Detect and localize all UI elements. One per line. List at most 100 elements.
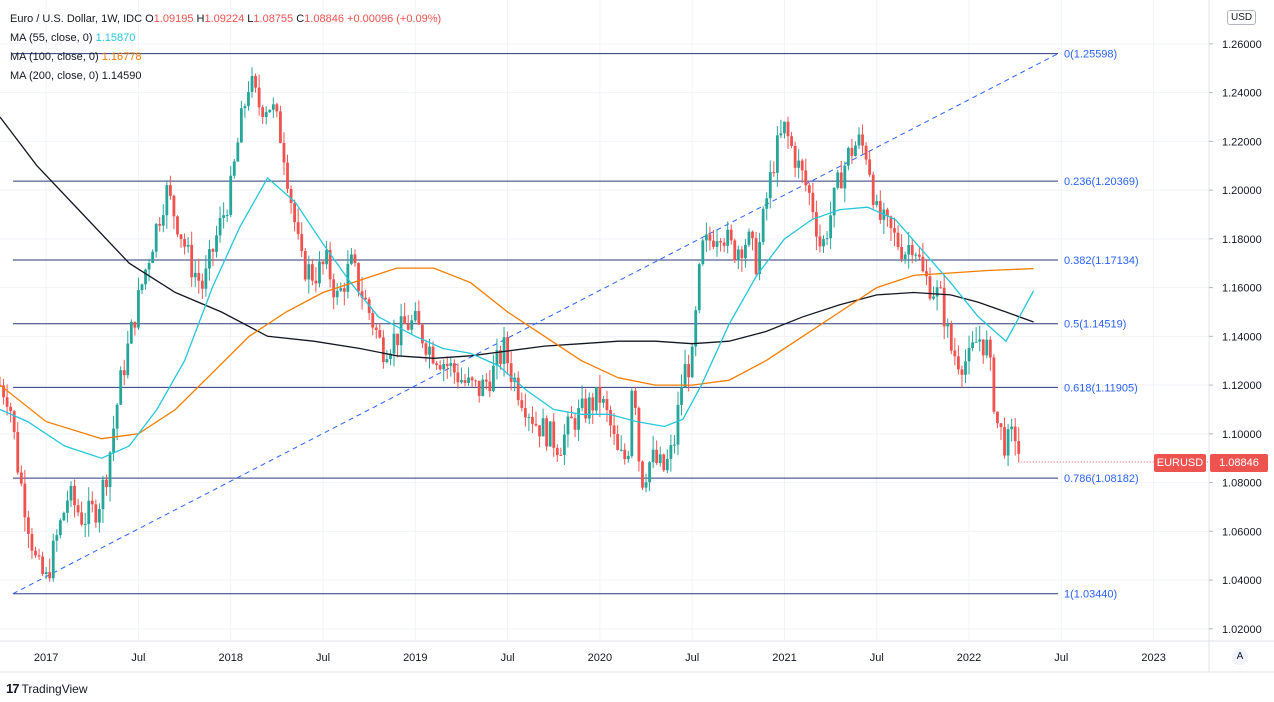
candles[interactable] xyxy=(0,67,1021,582)
currency-badge[interactable]: USD xyxy=(1227,10,1257,25)
candle-body xyxy=(389,353,392,360)
candle xyxy=(119,366,123,406)
candle xyxy=(1013,417,1017,456)
candle xyxy=(293,199,297,232)
candle-body xyxy=(417,311,421,325)
ohlc-close: 1.08846 xyxy=(304,13,344,25)
ma100-label: MA (100, close, 0) xyxy=(10,51,99,63)
candle-body xyxy=(736,249,740,261)
candle-body xyxy=(364,297,368,300)
candle-body xyxy=(949,324,953,351)
candle-body xyxy=(591,397,595,411)
candle xyxy=(775,126,779,187)
ma200-label: MA (200, close, 0) xyxy=(10,70,99,82)
candle-body xyxy=(339,288,343,291)
candle xyxy=(822,235,825,253)
candle-body xyxy=(186,244,190,247)
candle-body xyxy=(594,387,598,411)
candle-body xyxy=(516,377,520,401)
candle-body xyxy=(942,287,946,327)
candle-body xyxy=(815,212,818,237)
candle-body xyxy=(570,416,573,419)
candle-body xyxy=(935,287,939,297)
candle xyxy=(232,159,236,179)
candle xyxy=(765,192,769,221)
candle-body xyxy=(829,215,833,239)
candle-body xyxy=(786,121,790,137)
candle-body xyxy=(555,447,559,455)
candle xyxy=(364,289,368,301)
candle-body xyxy=(985,339,989,356)
candle xyxy=(917,247,921,260)
symbol-price-tag: EURUSD xyxy=(1154,454,1206,472)
candle-body xyxy=(467,377,470,384)
candle-body xyxy=(506,337,509,364)
candle-body xyxy=(474,380,478,382)
candle xyxy=(470,375,474,387)
ma55-label: MA (55, close, 0) xyxy=(10,32,93,44)
ma55-line[interactable] xyxy=(0,176,1035,459)
candle-body xyxy=(488,381,492,391)
auto-scale-button[interactable]: A xyxy=(1232,649,1248,665)
candle xyxy=(641,460,644,491)
legend-row-ma200[interactable]: MA (200, close, 0) 1.14590 xyxy=(10,67,441,86)
candle-body xyxy=(680,387,683,405)
candle xyxy=(484,373,488,390)
candle xyxy=(58,518,62,539)
candle xyxy=(939,280,943,289)
candle xyxy=(988,336,992,371)
candle xyxy=(882,202,886,235)
candle-body xyxy=(673,444,676,446)
fib-retracement[interactable]: 0(1.25598) 0.236(1.20369) 0.382(1.17134) 0.… xyxy=(12,49,1139,601)
candle-body xyxy=(140,284,144,291)
legend-row-ma55[interactable]: MA (55, close, 0) 1.15870 xyxy=(10,29,441,48)
candle xyxy=(694,306,698,357)
candle xyxy=(477,380,481,403)
fib-level-label: 0.786(1.08182) xyxy=(1064,473,1139,485)
price-tick-label: 1.10000 xyxy=(1222,429,1262,441)
ma200-line[interactable] xyxy=(0,116,1034,359)
candle xyxy=(424,339,428,362)
candle xyxy=(137,277,140,330)
candle-body xyxy=(779,133,783,136)
candle xyxy=(165,180,169,229)
candle xyxy=(300,222,304,258)
candle-body xyxy=(51,540,55,579)
candle-body xyxy=(335,290,339,298)
candle-body xyxy=(612,425,616,435)
ohlc-high-label: H xyxy=(196,13,205,25)
time-axis[interactable]: 2017 Jul 2018 Jul 2019 Jul 2020 Jul 2021 Jul 2022 J… xyxy=(34,652,1166,664)
candle xyxy=(832,187,836,228)
candle xyxy=(946,318,950,338)
candle-body xyxy=(559,454,563,456)
candle xyxy=(218,206,222,243)
candle-body xyxy=(275,104,279,112)
candle-body xyxy=(9,406,13,412)
candle xyxy=(215,225,218,258)
candle-body xyxy=(282,142,286,163)
candle-body xyxy=(428,346,431,355)
tradingview-brand[interactable]: 17 TradingView xyxy=(6,681,88,696)
candle xyxy=(619,435,623,452)
candle xyxy=(658,446,662,467)
candle-body xyxy=(154,223,158,252)
ma100-line[interactable] xyxy=(0,267,1034,440)
candle-body xyxy=(279,111,282,143)
candle xyxy=(584,388,588,423)
legend-row-ma100[interactable]: MA (100, close, 0) 1.16778 xyxy=(10,48,441,67)
candle xyxy=(594,387,598,416)
candle-body xyxy=(605,399,609,411)
candle-body xyxy=(229,175,233,215)
candle xyxy=(183,233,186,255)
candle-body xyxy=(541,418,545,437)
candle xyxy=(722,238,726,253)
price-axis[interactable]: 1.26000 1.24000 1.22000 1.20000 1.18000 1.160… xyxy=(1209,39,1262,636)
candle-body xyxy=(161,215,165,226)
candle-body xyxy=(385,359,389,363)
candle-body xyxy=(392,333,396,354)
candle-body xyxy=(381,337,385,363)
time-tick-label: Jul xyxy=(316,652,330,664)
candle xyxy=(342,282,346,306)
candle-body xyxy=(41,556,44,575)
